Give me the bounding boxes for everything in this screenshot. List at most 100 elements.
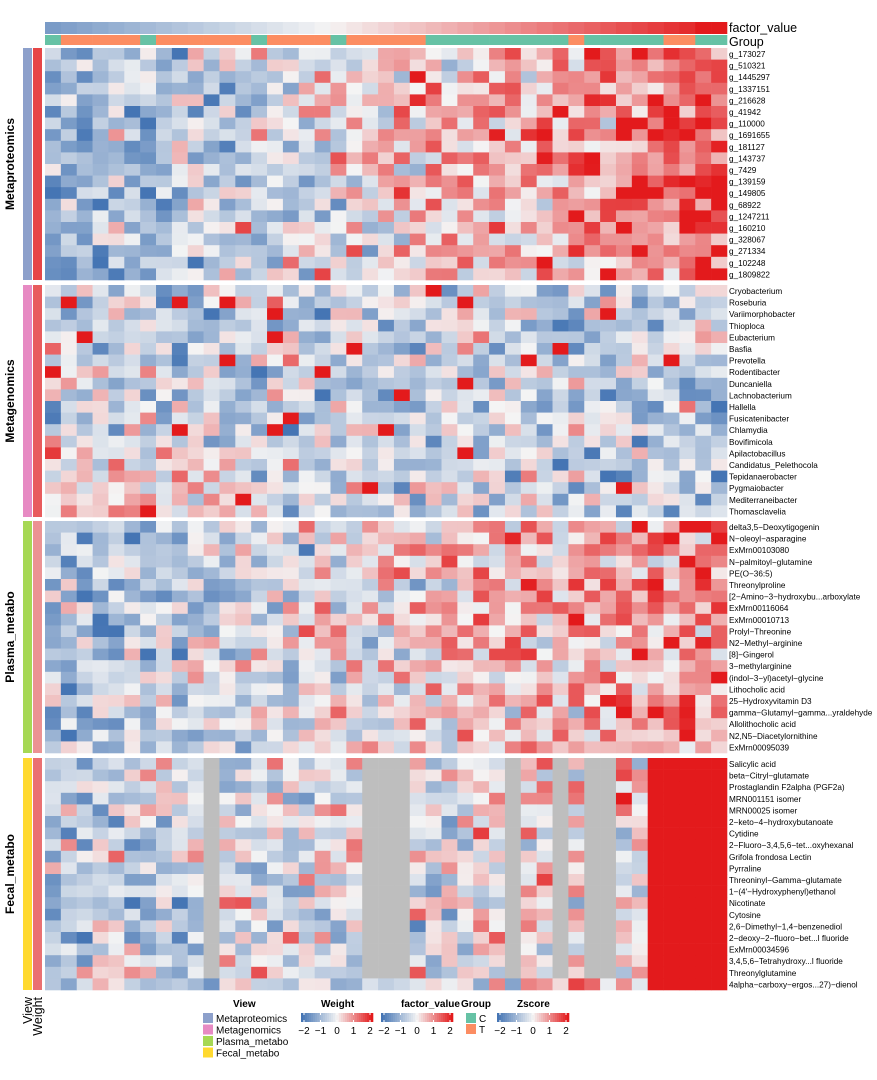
- heatmap-cell: [711, 602, 728, 615]
- heatmap-cell: [536, 943, 553, 956]
- heatmap-cell: [584, 401, 601, 413]
- heatmap-cell: [187, 648, 204, 661]
- heatmap-cell: [457, 718, 474, 731]
- heatmap-cell: [187, 233, 204, 246]
- heatmap-cell: [330, 850, 347, 863]
- heatmap-cell: [298, 966, 315, 979]
- heatmap-cell: [473, 769, 490, 782]
- heatmap-cell: [409, 435, 426, 448]
- heatmap-cell: [504, 792, 522, 805]
- heatmap-cell: [92, 943, 109, 956]
- heatmap-cell: [267, 695, 284, 707]
- heatmap-cell: [156, 435, 173, 448]
- heatmap-cell: [615, 683, 633, 696]
- heatmap-cell: [679, 470, 696, 483]
- heatmap-cell: [552, 470, 569, 483]
- heatmap-cell: [140, 71, 157, 84]
- legend-weight-gradient: [349, 1013, 352, 1022]
- heatmap-cell: [600, 648, 617, 661]
- heatmap-cell: [663, 943, 680, 956]
- heatmap-cell: [124, 613, 141, 626]
- heatmap-cell: [330, 781, 347, 794]
- heatmap-cell: [584, 758, 601, 770]
- heatmap-cell: [378, 59, 395, 72]
- heatmap-cell: [393, 401, 411, 413]
- heatmap-cell: [60, 117, 78, 130]
- heatmap-cell: [504, 459, 522, 471]
- heatmap-cell: [600, 401, 617, 413]
- row-label: Tepidanaerobacter: [729, 473, 797, 482]
- heatmap-cell: [156, 978, 173, 991]
- heatmap-cell: [314, 602, 331, 615]
- heatmap-cell: [425, 908, 442, 921]
- heatmap-cell: [92, 544, 109, 557]
- heatmap-cell: [663, 175, 680, 188]
- heatmap-cell: [663, 331, 680, 344]
- heatmap-cell: [552, 897, 569, 910]
- heatmap-cell: [600, 781, 617, 794]
- heatmap-cell: [536, 932, 553, 944]
- heatmap-cell: [536, 729, 553, 742]
- heatmap-cell: [393, 175, 411, 188]
- heatmap-cell: [615, 521, 633, 533]
- heatmap-cell: [282, 804, 300, 817]
- heatmap-cell: [552, 245, 569, 258]
- heatmap-cell: [108, 94, 125, 107]
- heatmap-cell: [647, 470, 664, 483]
- factor-value-cell: [235, 22, 252, 34]
- heatmap-cell: [457, 82, 474, 95]
- heatmap-cell: [711, 729, 728, 742]
- heatmap-cell: [393, 839, 411, 852]
- heatmap-cell: [187, 377, 204, 390]
- heatmap-cell: [393, 781, 411, 794]
- heatmap-cell: [203, 435, 220, 448]
- heatmap-cell: [441, 106, 458, 118]
- heatmap-cell: [108, 943, 125, 956]
- heatmap-cell: [679, 366, 696, 379]
- heatmap-cell: [663, 233, 680, 246]
- heatmap-cell: [409, 695, 426, 707]
- heatmap-cell: [504, 377, 522, 390]
- heatmap-cell: [679, 187, 696, 200]
- heatmap-cell: [187, 555, 204, 568]
- heatmap-cell: [330, 71, 347, 84]
- heatmap-cell: [346, 331, 363, 344]
- heatmap-cell: [600, 424, 617, 437]
- heatmap-cell: [76, 48, 93, 60]
- heatmap-cell: [489, 648, 506, 661]
- heatmap-cell: [203, 71, 220, 84]
- heatmap-cell: [76, 966, 93, 979]
- heatmap-cell: [187, 106, 204, 118]
- row-annotation-bars: [23, 48, 42, 990]
- heatmap-cell: [615, 885, 633, 898]
- heatmap-cell: [108, 48, 125, 60]
- heatmap-cell: [330, 152, 347, 165]
- heatmap-cell: [425, 152, 442, 165]
- heatmap-cell: [362, 850, 379, 863]
- heatmap-cell: [615, 366, 633, 379]
- heatmap-cell: [441, 296, 458, 309]
- heatmap-cell: [695, 435, 712, 448]
- heatmap-cell: [600, 505, 617, 518]
- heatmap-cell: [76, 377, 93, 390]
- heatmap-cell: [251, 804, 268, 817]
- heatmap-cell: [267, 175, 284, 188]
- heatmap-cell: [378, 401, 395, 413]
- heatmap-cell: [631, 389, 648, 402]
- heatmap-cell: [647, 401, 664, 413]
- heatmap-cell: [314, 544, 331, 557]
- heatmap-cell: [393, 567, 411, 580]
- heatmap-cell: [108, 256, 125, 269]
- heatmap-cell: [425, 579, 442, 591]
- heatmap-cell: [409, 544, 426, 557]
- factor-value-cell: [647, 22, 664, 34]
- heatmap-cell: [187, 268, 204, 281]
- heatmap-cell: [679, 82, 696, 95]
- heatmap-cell: [108, 296, 125, 309]
- heatmap-cell: [441, 268, 458, 281]
- heatmap-cell: [346, 319, 363, 332]
- heatmap-cell: [171, 908, 189, 921]
- heatmap-cell: [187, 493, 204, 506]
- heatmap-cell: [108, 366, 125, 379]
- heatmap-cell: [663, 671, 680, 684]
